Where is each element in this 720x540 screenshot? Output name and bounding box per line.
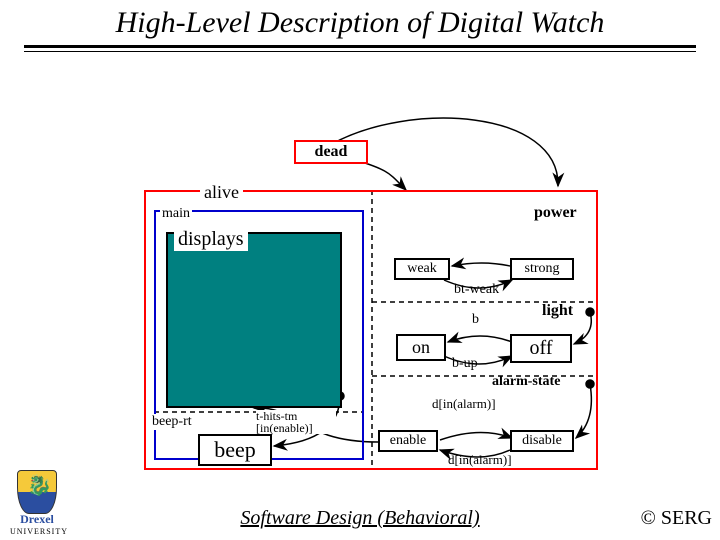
label-beep-rt: beep-rt xyxy=(152,414,192,430)
label-din-alarm-2: d[in(alarm)] xyxy=(448,452,512,468)
label-bt-weak: bt-weak xyxy=(454,282,499,298)
state-on: on xyxy=(396,334,446,361)
state-disable: disable xyxy=(510,430,574,452)
label-din-alarm-1: d[in(alarm)] xyxy=(432,396,496,412)
label-power: power xyxy=(534,204,577,222)
copyright: © SERG xyxy=(641,507,712,530)
state-beep: beep xyxy=(198,434,272,466)
state-enable: enable xyxy=(378,430,438,452)
label-t-hits: t-hits-tm [in(enable)] xyxy=(256,410,336,434)
label-b: b xyxy=(472,312,479,328)
state-weak: weak xyxy=(394,258,450,280)
label-main: main xyxy=(160,206,192,222)
footer: Software Design (Behavioral) xyxy=(0,507,720,530)
label-alive: alive xyxy=(200,182,243,203)
state-strong: strong xyxy=(510,258,574,280)
label-alarm-state: alarm-state xyxy=(492,374,560,390)
label-light: light xyxy=(542,302,573,320)
state-displays xyxy=(166,232,342,408)
state-dead: dead xyxy=(294,140,368,164)
drexel-logo: Drexel UNIVERSITY xyxy=(10,470,64,536)
state-off: off xyxy=(510,334,572,363)
label-displays: displays xyxy=(174,228,248,251)
label-b-up: b-up xyxy=(452,356,478,372)
